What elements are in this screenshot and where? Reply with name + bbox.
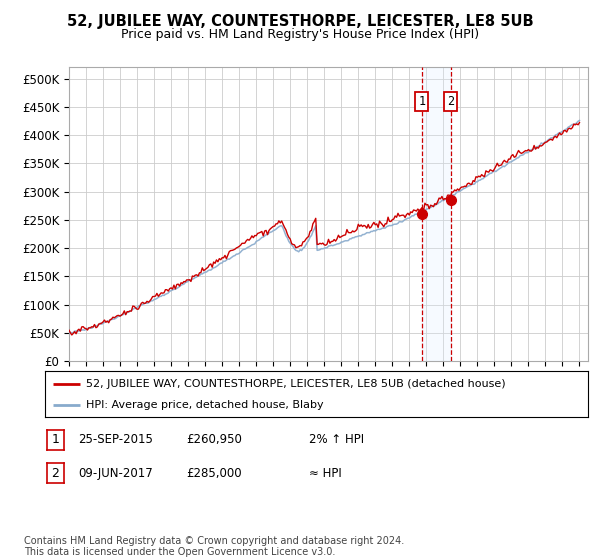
Text: 52, JUBILEE WAY, COUNTESTHORPE, LEICESTER, LE8 5UB (detached house): 52, JUBILEE WAY, COUNTESTHORPE, LEICESTE… bbox=[86, 379, 505, 389]
Text: Contains HM Land Registry data © Crown copyright and database right 2024.
This d: Contains HM Land Registry data © Crown c… bbox=[24, 535, 404, 557]
Text: 25-SEP-2015: 25-SEP-2015 bbox=[78, 433, 153, 446]
Text: Price paid vs. HM Land Registry's House Price Index (HPI): Price paid vs. HM Land Registry's House … bbox=[121, 28, 479, 41]
Text: 52, JUBILEE WAY, COUNTESTHORPE, LEICESTER, LE8 5UB: 52, JUBILEE WAY, COUNTESTHORPE, LEICESTE… bbox=[67, 14, 533, 29]
Text: 1: 1 bbox=[51, 433, 59, 446]
Text: 2% ↑ HPI: 2% ↑ HPI bbox=[309, 433, 364, 446]
Text: 2: 2 bbox=[447, 95, 454, 108]
Text: HPI: Average price, detached house, Blaby: HPI: Average price, detached house, Blab… bbox=[86, 400, 323, 410]
Bar bbox=[422, 67, 451, 361]
Text: ≈ HPI: ≈ HPI bbox=[309, 466, 342, 480]
Text: 09-JUN-2017: 09-JUN-2017 bbox=[78, 466, 153, 480]
Text: £260,950: £260,950 bbox=[186, 433, 242, 446]
Text: 2: 2 bbox=[51, 466, 59, 480]
Text: £285,000: £285,000 bbox=[186, 466, 242, 480]
Text: 1: 1 bbox=[418, 95, 425, 108]
